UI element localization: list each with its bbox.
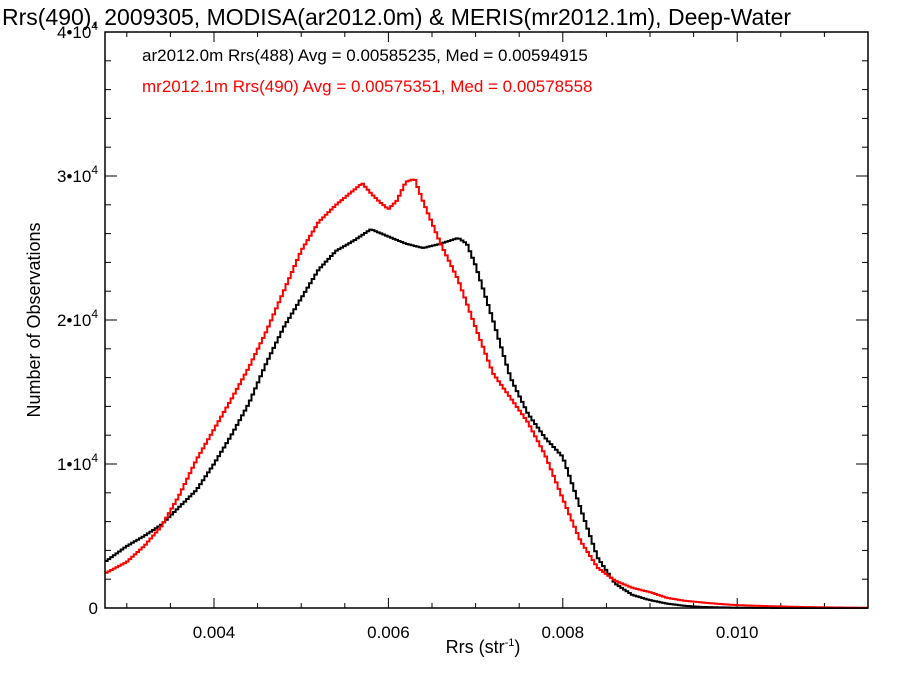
series-line-2 <box>105 178 868 609</box>
x-tick-label: 0.008 <box>542 623 585 642</box>
legend-series-2-stats: mr2012.1m Rrs(490) Avg = 0.00575351, Med… <box>142 77 593 96</box>
axis-ticks <box>105 31 869 609</box>
legend-series-1-stats: ar2012.0m Rrs(488) Avg = 0.00585235, Med… <box>142 46 588 65</box>
y-axis-title: Number of Observations <box>24 222 44 417</box>
y-tick-label: 3•104 <box>57 163 98 186</box>
x-axis-label-superscript: -1 <box>505 637 515 649</box>
x-axis-label: Rrs (str-1) <box>446 637 521 657</box>
chart-title: Rrs(490), 2009305, MODISA(ar2012.0m) & M… <box>2 4 791 30</box>
x-tick-label: 0.006 <box>367 623 410 642</box>
y-axis-label: Number of Observations <box>24 222 44 417</box>
x-axis-label-close: ) <box>514 637 520 657</box>
y-tick-label: 4•104 <box>57 19 98 42</box>
y-tick-label: 1•104 <box>57 451 98 474</box>
series-line-1 <box>105 228 868 609</box>
series-lines <box>105 178 868 609</box>
x-tick-label: 0.004 <box>193 623 236 642</box>
axis-tick-labels: 0.004 0.006 0.008 0.010 0 1•104 2•104 3•104 4•10… <box>57 19 758 642</box>
x-tick-label: 0.010 <box>716 623 759 642</box>
plot-frame <box>104 31 869 609</box>
x-axis-label-text: Rrs (str <box>446 637 505 657</box>
y-tick-label: 2•104 <box>57 307 98 330</box>
y-tick-label: 0 <box>89 599 98 618</box>
